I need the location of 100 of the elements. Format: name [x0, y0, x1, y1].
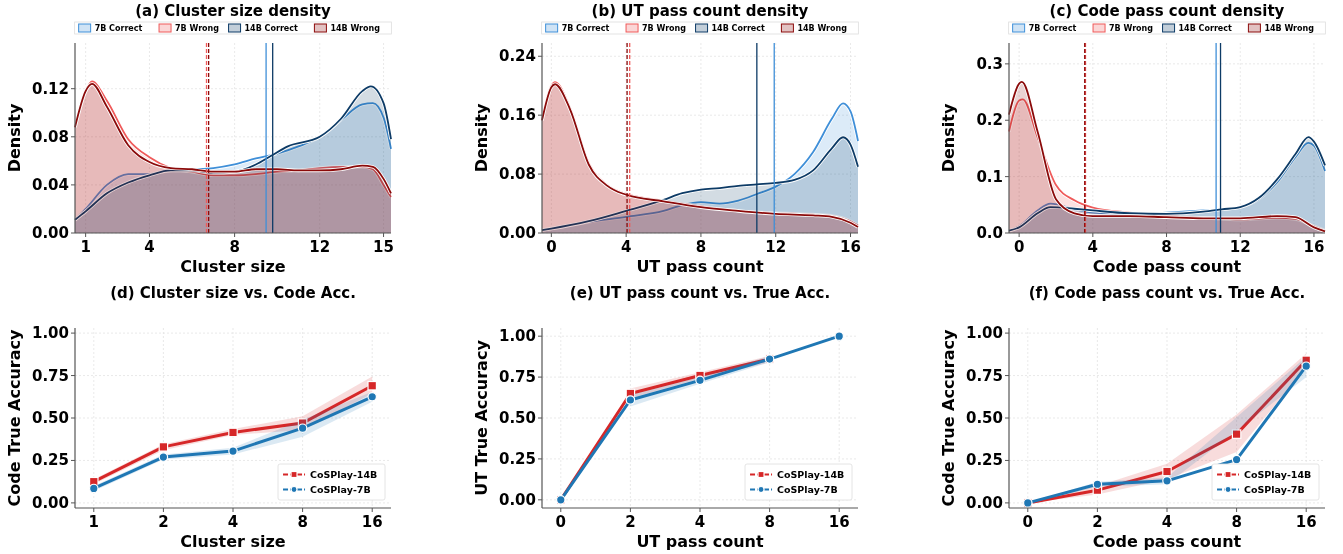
- x-tick-label: 4: [227, 513, 239, 531]
- x-tick-label: 8: [764, 513, 775, 531]
- x-tick-label: 1: [88, 513, 100, 531]
- point: [88, 483, 99, 494]
- x-tick-label: 15: [373, 238, 394, 256]
- point: [1162, 466, 1172, 477]
- legend-label: 7B Wrong: [1109, 24, 1154, 33]
- x-tick-label: 0: [1022, 513, 1034, 531]
- x-tick-label: 8: [695, 238, 707, 256]
- legend-label: CoSPlay-7B: [310, 484, 371, 495]
- y-tick-label: 0.75: [965, 366, 1003, 385]
- x-tick-label: 8: [229, 238, 240, 256]
- y-axis-title: UT True Accuracy: [472, 339, 491, 496]
- y-axis-title: Code True Accuracy: [5, 329, 24, 507]
- y-tick-label: 0.50: [498, 409, 536, 427]
- x-tick-label: 16: [828, 513, 850, 531]
- x-tick-label: 8: [1161, 238, 1172, 256]
- y-tick-label: 0.25: [31, 451, 69, 470]
- x-axis-title: Cluster size: [180, 257, 286, 276]
- x-tick-label: 0: [1013, 238, 1025, 256]
- y-tick-label: 0.00: [965, 493, 1003, 512]
- y-tick-label: 0.04: [31, 175, 69, 194]
- y-axis-title: Code True Accuracy: [939, 329, 958, 507]
- x-tick-label: 16: [840, 238, 861, 256]
- y-tick-label: 0.12: [31, 79, 69, 98]
- y-tick-label: 0.50: [31, 409, 69, 427]
- y-tick-label: 0.0: [976, 224, 1003, 242]
- x-tick-label: 4: [694, 513, 706, 531]
- legend-label: 14B Wrong: [797, 24, 848, 33]
- x-tick-label: 16: [1295, 513, 1317, 531]
- y-tick-label: 0.00: [31, 493, 69, 512]
- y-axis-title: Density: [939, 103, 958, 173]
- point: [297, 423, 308, 433]
- y-tick-label: 0.00: [498, 224, 536, 242]
- y-tick-label: 0.50: [965, 409, 1003, 427]
- x-tick-label: 2: [1092, 513, 1103, 531]
- x-tick-label: 4: [1087, 238, 1099, 256]
- y-tick-label: 0.24: [498, 47, 536, 66]
- point: [1231, 429, 1242, 439]
- legend-label: 7B Wrong: [175, 24, 220, 33]
- x-tick-label: 8: [297, 513, 308, 531]
- point: [834, 331, 845, 341]
- legend-label: 7B Correct: [94, 24, 143, 33]
- chart-title: (f) Code pass count vs. True Acc.: [1028, 284, 1306, 302]
- y-tick-label: 0.16: [498, 106, 536, 125]
- chart-title: (e) UT pass count vs. True Acc.: [569, 284, 831, 302]
- y-tick-label: 0.08: [498, 165, 536, 184]
- legend-label: CoSPlay-14B: [1244, 469, 1312, 480]
- legend-label: 14B Correct: [244, 24, 298, 33]
- chart-title: (d) Cluster size vs. Code Acc.: [110, 284, 356, 302]
- x-axis-title: Code pass count: [1092, 532, 1242, 551]
- x-tick-label: 2: [158, 513, 169, 531]
- y-tick-label: 0.25: [965, 451, 1003, 470]
- x-axis-title: UT pass count: [636, 257, 764, 276]
- x-tick-label: 2: [625, 513, 636, 531]
- y-tick-label: 0.1: [976, 167, 1003, 186]
- chart-title: (b) UT pass count density: [591, 2, 809, 20]
- x-tick-label: 4: [144, 238, 155, 256]
- x-tick-label: 12: [1229, 238, 1251, 256]
- x-tick-label: 0: [546, 238, 557, 256]
- legend-label: 7B Wrong: [642, 24, 687, 33]
- legend-label: CoSPlay-7B: [777, 484, 838, 495]
- point: [158, 452, 169, 462]
- point: [1301, 361, 1312, 372]
- chart-title: (a) Cluster size density: [135, 2, 331, 20]
- y-tick-label: 1.00: [31, 324, 69, 343]
- legend-label: 14B Wrong: [330, 24, 381, 33]
- x-axis-title: Code pass count: [1092, 257, 1242, 276]
- legend-label: 7B Correct: [1028, 24, 1077, 33]
- point: [158, 442, 169, 452]
- x-tick-label: 4: [620, 238, 632, 256]
- chart-title: (c) Code pass count density: [1049, 2, 1285, 20]
- y-axis-title: Density: [5, 103, 24, 173]
- y-axis-title: Density: [472, 103, 491, 173]
- legend-label: 7B Correct: [561, 24, 610, 33]
- point: [1162, 476, 1172, 486]
- y-tick-label: 0.75: [31, 366, 69, 385]
- legend-label: 14B Correct: [711, 24, 765, 33]
- x-tick-label: 16: [1303, 238, 1325, 256]
- legend-label: CoSPlay-14B: [310, 469, 378, 480]
- point: [228, 427, 238, 438]
- x-tick-label: 12: [309, 238, 331, 256]
- x-tick-label: 16: [361, 513, 383, 531]
- point: [625, 395, 636, 405]
- point: [228, 446, 238, 456]
- x-axis-title: UT pass count: [636, 532, 764, 551]
- legend-label: 14B Correct: [1178, 24, 1232, 33]
- y-tick-label: 0.25: [498, 449, 536, 468]
- legend-label: CoSPlay-14B: [777, 469, 845, 480]
- y-tick-label: 1.00: [498, 327, 536, 346]
- x-tick-label: 0: [555, 513, 567, 531]
- point: [367, 391, 378, 402]
- legend-label: CoSPlay-7B: [1244, 484, 1305, 495]
- point: [1231, 454, 1242, 465]
- legend-label: 14B Wrong: [1264, 24, 1315, 33]
- y-tick-label: 0.2: [976, 111, 1003, 130]
- x-tick-label: 1: [80, 238, 91, 256]
- y-tick-label: 0.00: [31, 224, 69, 242]
- x-axis-title: Cluster size: [180, 532, 286, 551]
- x-tick-label: 8: [1231, 513, 1242, 531]
